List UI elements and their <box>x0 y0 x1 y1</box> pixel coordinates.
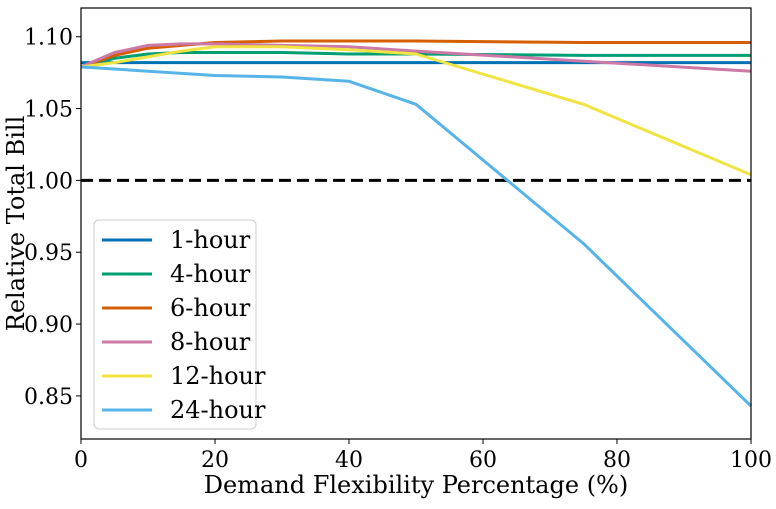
series-line-12-hour <box>80 45 752 177</box>
series-line-24-hour <box>80 65 753 408</box>
x-tick-label: 40 <box>335 448 363 473</box>
x-tick-label: 80 <box>603 448 631 473</box>
legend-label: 12-hour <box>170 362 266 390</box>
y-axis-ticks: 0.85 0.90 0.95 1.00 1.05 1.10 <box>24 26 81 410</box>
y-tick-label: 1.05 <box>24 98 73 123</box>
y-tick-label: 1.00 <box>24 169 73 194</box>
x-tick-label: 0 <box>74 448 88 473</box>
legend-label: 8-hour <box>170 328 251 356</box>
x-tick-label: 60 <box>469 448 497 473</box>
y-tick-label: 0.95 <box>24 241 73 266</box>
legend-label: 24-hour <box>170 396 266 424</box>
y-tick-label: 0.85 <box>24 385 73 410</box>
y-axis-label: Relative Total Bill <box>2 116 30 331</box>
y-tick-label: 1.10 <box>24 26 73 51</box>
legend-label: 6-hour <box>170 294 251 322</box>
x-axis-ticks: 0 20 40 60 80 100 <box>74 439 772 473</box>
x-tick-label: 100 <box>730 448 772 473</box>
plot-frame <box>80 7 752 440</box>
y-tick-label: 0.90 <box>24 313 73 338</box>
x-axis-label: Demand Flexibility Percentage (%) <box>204 471 628 499</box>
x-tick-label: 20 <box>201 448 229 473</box>
series-layer <box>80 39 753 408</box>
legend: 1-hour 4-hour 6-hour 8-hour 12-hour 24-hour <box>93 219 266 430</box>
series-line-6-hour <box>80 39 751 69</box>
series-line-8-hour <box>80 42 752 73</box>
legend-label: 4-hour <box>170 260 251 288</box>
legend-label: 1-hour <box>170 226 251 254</box>
